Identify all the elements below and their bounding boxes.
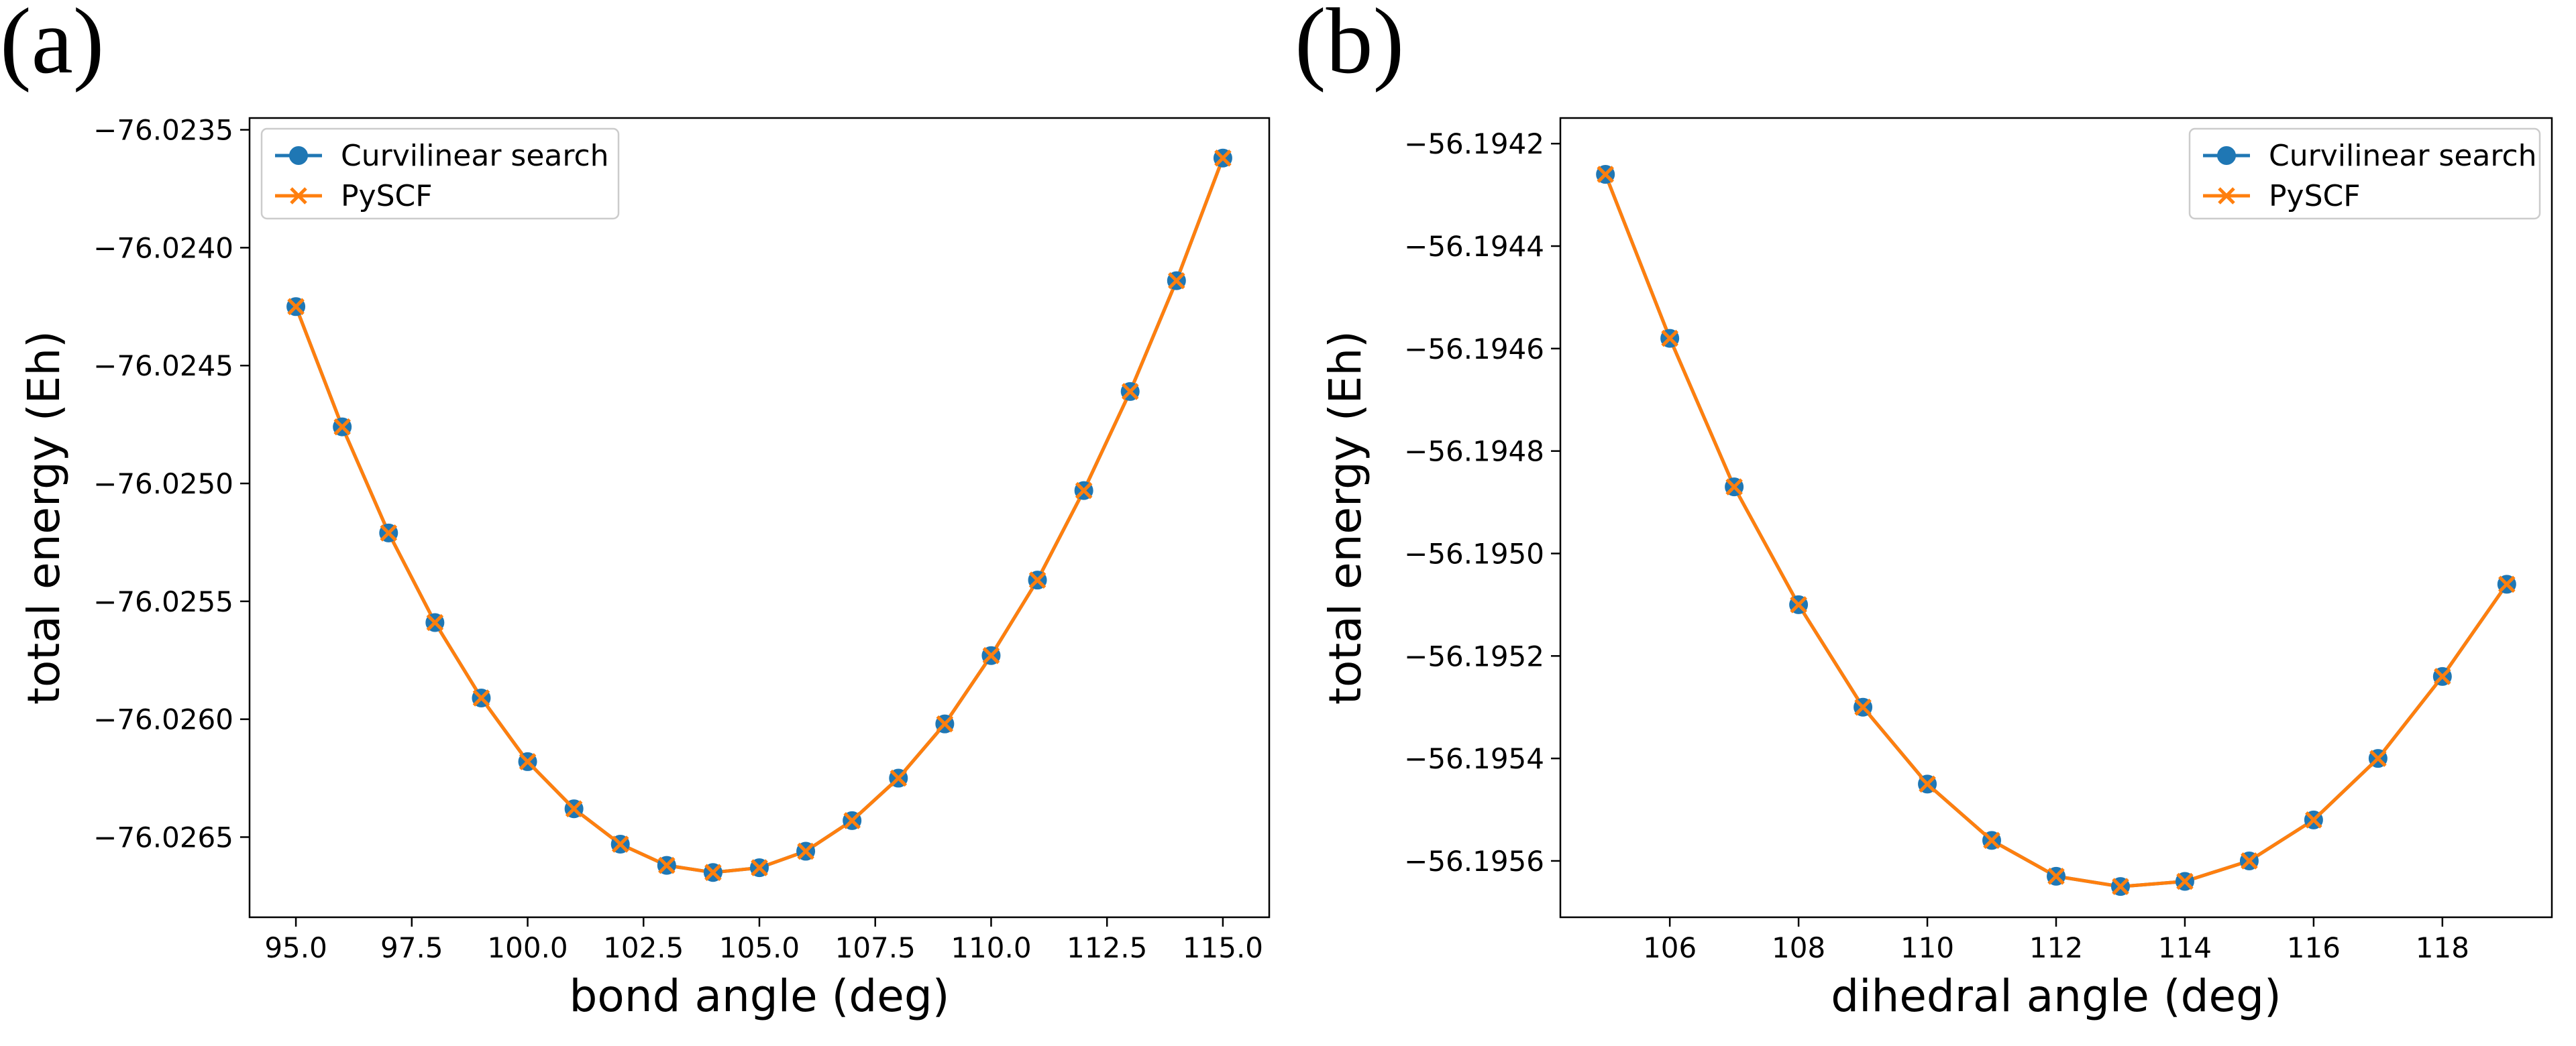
data-point-pyscf xyxy=(472,689,490,707)
y-tick-label: −56.1950 xyxy=(1404,537,1544,570)
x-tick-label: 116 xyxy=(2287,931,2341,964)
data-point-pyscf xyxy=(982,646,1000,664)
y-tick-label: −56.1956 xyxy=(1404,845,1544,878)
x-axis-label: dihedral angle (deg) xyxy=(1831,970,2281,1022)
data-point-pyscf xyxy=(1725,478,1743,496)
data-point-pyscf xyxy=(1597,166,1614,183)
data-point-pyscf xyxy=(519,753,537,770)
data-point-pyscf xyxy=(1790,596,1807,614)
data-point-pyscf xyxy=(611,835,629,853)
x-tick-label: 95.0 xyxy=(264,931,327,964)
y-tick-label: −76.0260 xyxy=(93,703,233,736)
y-tick-label: −76.0265 xyxy=(93,821,233,854)
data-point-pyscf xyxy=(2498,575,2516,593)
data-point-pyscf xyxy=(1214,150,1232,167)
x-tick-label: 118 xyxy=(2416,931,2469,964)
data-point-pyscf xyxy=(1121,383,1139,400)
legend-box xyxy=(2188,127,2541,220)
x-tick-label: 114 xyxy=(2158,931,2212,964)
x-tick-label: 108 xyxy=(1772,931,1825,964)
x-tick-label: 102.5 xyxy=(603,931,684,964)
y-tick-label: −56.1948 xyxy=(1404,435,1544,468)
x-tick-label: 110.0 xyxy=(951,931,1031,964)
data-point-pyscf xyxy=(2047,868,2065,885)
x-tick-label: 100.0 xyxy=(487,931,568,964)
data-point-pyscf xyxy=(890,769,908,787)
data-point-pyscf xyxy=(426,614,444,632)
legend-box xyxy=(260,127,620,220)
legend-marker-circle xyxy=(289,146,308,165)
data-point-pyscf xyxy=(2434,668,2451,685)
y-tick-label: −56.1952 xyxy=(1404,640,1544,673)
legend-label: Curvilinear search xyxy=(2269,139,2537,173)
x-axis-label: bond angle (deg) xyxy=(570,970,950,1022)
plot-frame xyxy=(1559,117,2553,919)
y-tick-label: −76.0240 xyxy=(93,231,233,264)
data-point-pyscf xyxy=(380,524,398,542)
y-tick-label: −76.0255 xyxy=(93,585,233,618)
x-tick-label: 105.0 xyxy=(719,931,800,964)
data-point-pyscf xyxy=(2241,852,2258,870)
panel-label: (b) xyxy=(1295,0,1404,93)
x-tick-label: 106 xyxy=(1643,931,1697,964)
y-axis-label: total energy (Eh) xyxy=(18,331,70,705)
y-tick-label: −76.0235 xyxy=(93,114,233,147)
data-point-pyscf xyxy=(797,842,814,860)
data-point-pyscf xyxy=(2369,750,2387,767)
y-axis-label: total energy (Eh) xyxy=(1320,331,1371,705)
data-point-pyscf xyxy=(704,864,722,881)
y-tick-label: −56.1954 xyxy=(1404,742,1544,775)
x-tick-label: 115.0 xyxy=(1183,931,1263,964)
data-point-pyscf xyxy=(565,800,583,818)
panel-label: (a) xyxy=(0,0,104,93)
y-tick-label: −56.1944 xyxy=(1404,230,1544,263)
data-point-pyscf xyxy=(1168,272,1185,290)
data-point-pyscf xyxy=(1854,698,1872,716)
data-point-pyscf xyxy=(1919,775,1936,793)
legend-label: Curvilinear search xyxy=(341,139,609,173)
data-point-pyscf xyxy=(1661,329,1678,347)
data-point-pyscf xyxy=(333,418,351,436)
y-tick-label: −56.1946 xyxy=(1404,333,1544,365)
data-point-pyscf xyxy=(2112,878,2129,895)
y-tick-label: −76.0250 xyxy=(93,467,233,500)
y-tick-label: −76.0245 xyxy=(93,349,233,382)
legend-marker-circle xyxy=(2217,146,2236,165)
chart-panel-b: (b) 106 108 110 112 114 116 118 −56.1956 −56.1954… xyxy=(1295,0,2553,1022)
legend-label: PySCF xyxy=(341,179,433,213)
legend-marker-x xyxy=(2218,187,2235,205)
data-point-pyscf xyxy=(843,812,861,829)
legend-marker-x xyxy=(290,187,307,205)
data-point-pyscf xyxy=(2305,811,2322,829)
data-point-pyscf xyxy=(936,715,954,733)
x-tick-label: 112.5 xyxy=(1067,931,1147,964)
legend-label: PySCF xyxy=(2269,179,2361,213)
x-tick-label: 97.5 xyxy=(380,931,443,964)
chart-panel-a: (a) 95.0 97.5 100.0 102.5 105.0 107.5 110.0 112.… xyxy=(0,0,1271,1022)
legend: Curvilinear search PySCF xyxy=(260,127,620,220)
data-point-pyscf xyxy=(287,298,305,316)
legend: Curvilinear search PySCF xyxy=(2188,127,2541,220)
x-tick-label: 112 xyxy=(2029,931,2083,964)
data-point-pyscf xyxy=(1983,831,2000,850)
data-point-pyscf xyxy=(1028,571,1046,589)
x-tick-label: 107.5 xyxy=(835,931,916,964)
plot-frame xyxy=(248,117,1271,919)
y-tick-label: −56.1942 xyxy=(1404,127,1544,160)
data-point-pyscf xyxy=(751,859,768,876)
x-tick-label: 110 xyxy=(1900,931,1954,964)
data-point-pyscf xyxy=(2176,872,2194,890)
data-point-pyscf xyxy=(658,856,676,874)
data-point-pyscf xyxy=(1075,481,1093,500)
